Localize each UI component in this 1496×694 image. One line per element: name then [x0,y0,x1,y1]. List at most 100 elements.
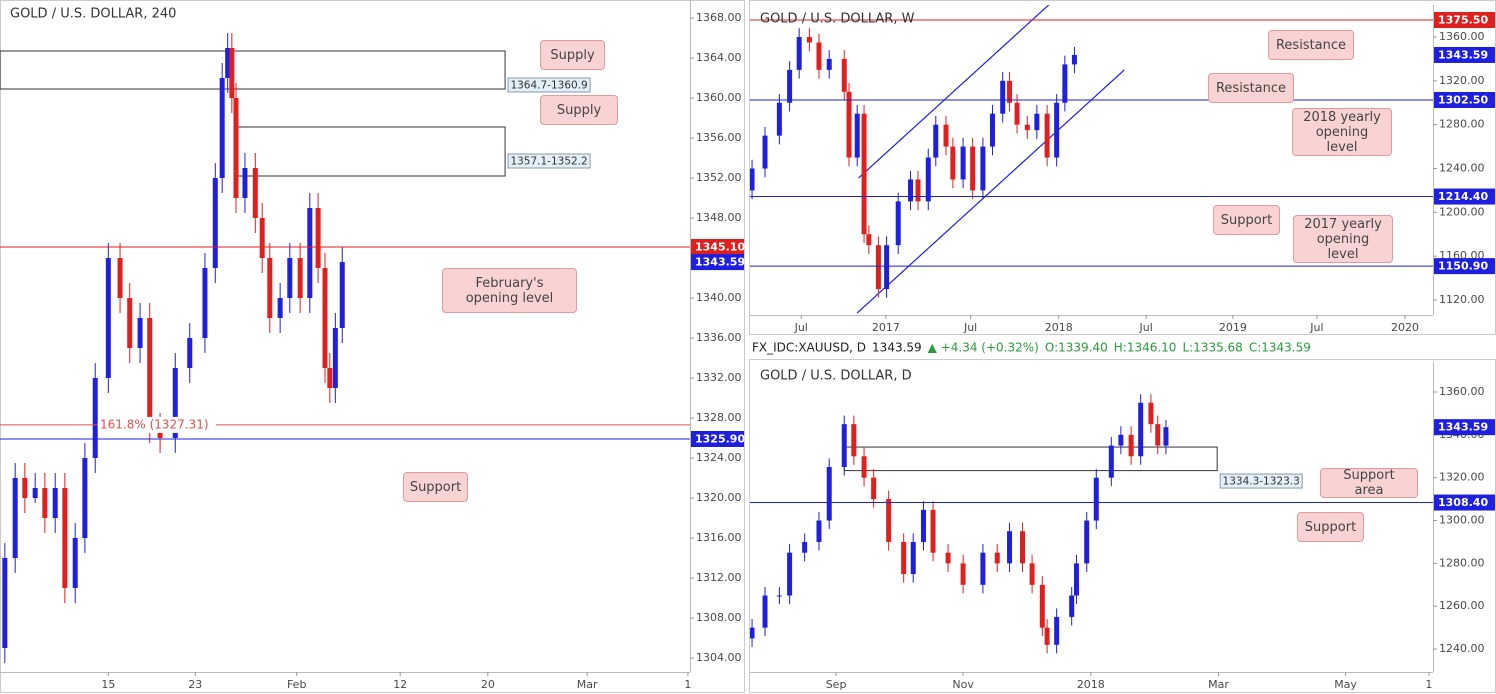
zone-label-bg [1219,473,1303,489]
callout: Supply [540,95,618,125]
candle-body [105,258,111,378]
x-tick-label: 2018 [1077,678,1105,691]
y-tick-label: 1348.00 [696,211,742,224]
price-tag [1434,46,1495,63]
candle-body [242,168,248,198]
candle-body [816,520,822,542]
y-tick-label: 1200.00 [1439,205,1485,218]
candle-body [1128,434,1134,457]
candle-body [307,208,313,298]
x-tick-label: 2017 [872,321,900,334]
x-tick-label: Jul [1138,321,1152,334]
candle-body [1155,424,1161,446]
y-tick-label: 1240.00 [1439,161,1485,174]
candle-body [1084,520,1090,564]
x-tick-label: Sep [826,678,847,691]
zone-label-bg [507,153,591,169]
candle-body [225,48,231,78]
x-tick-label: Nov [952,678,974,691]
price-tag-label: 1214.40 [1438,190,1488,203]
candle-body [137,318,143,348]
candle-body [960,146,966,180]
candle-body [1007,80,1013,103]
candle-body [1108,445,1114,478]
price-tag [691,431,744,447]
header-text: C:1343.59 [1249,341,1311,355]
candle-body [1148,402,1154,425]
price-tag-label: 1302.50 [1438,94,1488,107]
candle-body [750,627,755,639]
candle-body [945,552,951,564]
candle-body [866,234,872,246]
price-tag [691,239,744,255]
x-tick-label: 2019 [1219,321,1247,334]
x-tick-label: 1 [1425,678,1432,691]
candle-body [994,552,1000,564]
x-tick-label: Jul [794,321,808,334]
candle-body [762,135,768,169]
y-tick-label: 1364.00 [696,51,742,64]
candle-body [851,424,857,457]
x-tick-label: May [1334,678,1357,691]
plot-layer [750,394,1433,654]
candle-body [322,268,328,368]
candle-body [886,499,892,542]
y-tick-label: 1316.00 [696,531,742,544]
candle-body [1044,113,1050,158]
zone-label: 1357.1-1352.2 [510,156,587,168]
candle-body [229,48,235,98]
candle-body [933,124,939,158]
candle-body [796,36,802,70]
candle-body [42,488,48,518]
header-text: ▲ +4.34 (+0.32%) [928,341,1039,355]
y-tick-label: 1340.00 [696,291,742,304]
candle-body [72,538,78,588]
candle-body [787,69,793,103]
candle-body [1029,563,1035,585]
candle-body [861,113,867,235]
zone [843,446,1218,472]
header-text: O:1339.40 [1045,341,1108,355]
price-tag-label: 1345.10 [695,241,745,254]
price-tag [691,254,744,271]
candle-body [212,178,218,268]
candle-body [332,328,338,388]
candle-body [1007,531,1013,564]
y-tick-label: 1240.00 [1439,642,1485,655]
chart-title: GOLD / U.S. DOLLAR, 240 [10,7,176,22]
candle-body [970,146,976,191]
candle-body [816,42,822,70]
candle-body [930,509,936,553]
y-tick-label: 1280.00 [1439,556,1485,569]
panel-border [749,0,1496,335]
x-tick-label: Mar [577,678,598,691]
plot-layer [0,33,690,663]
callout: Resistance [1208,73,1294,103]
candle-body [925,157,931,202]
candle-body [908,179,914,202]
header-text: FX_IDC:XAUUSD, D [752,341,866,355]
candle-body [1000,80,1006,114]
candle-body [875,245,881,290]
candle-body [750,168,755,191]
candle-body [339,262,345,328]
candle-body [267,258,273,318]
candle-body [841,424,847,467]
candle-body [989,113,995,147]
y-tick-label: 1280.00 [1439,118,1485,131]
x-tick-label: 15 [101,678,115,691]
price-tag-label: 1308.40 [1438,496,1488,509]
x-tick-label: Jul [1309,321,1323,334]
candle-body [219,78,225,178]
callout: Support [1297,512,1364,542]
callout: 2018 yearly opening level [1292,108,1392,156]
callout: Support [1213,205,1280,235]
trend-line [856,69,1125,314]
y-tick-label: 1360.00 [696,91,742,104]
candle-body [187,338,193,368]
candle-body [92,378,98,458]
zone [0,50,506,90]
y-tick-label: 1260.00 [1439,599,1485,612]
y-tick-label: 1304.00 [696,651,742,664]
